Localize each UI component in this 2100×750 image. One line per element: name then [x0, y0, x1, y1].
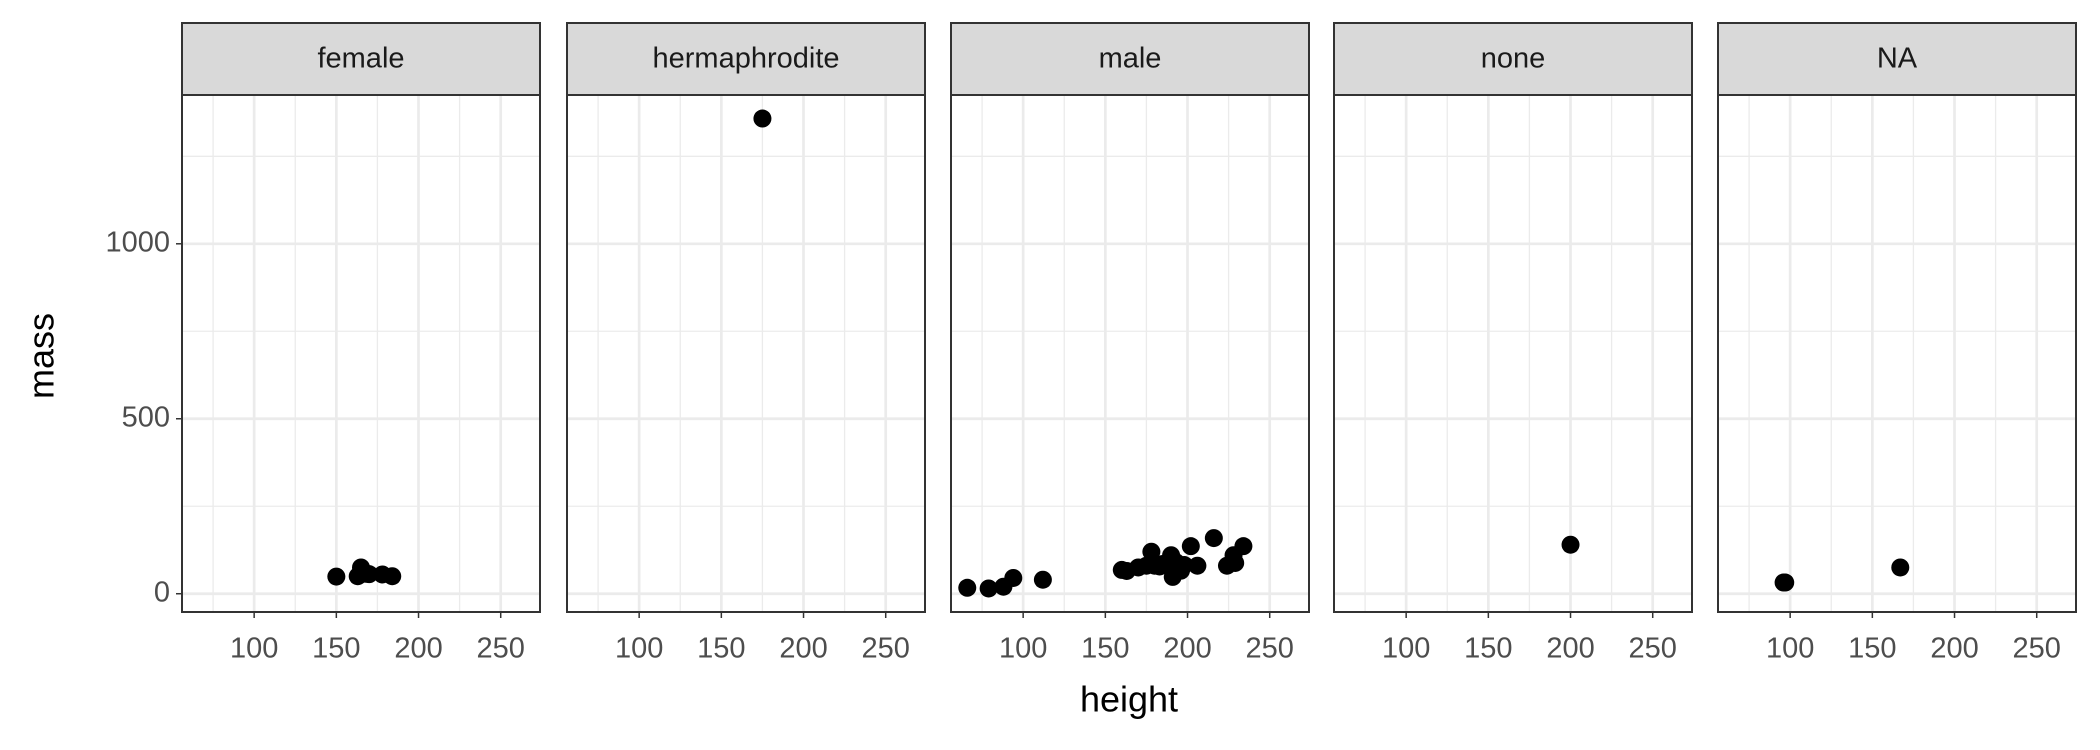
x-tick-label: 150	[312, 633, 360, 665]
x-tick-label: 100	[230, 633, 278, 665]
point	[383, 567, 402, 586]
point	[1033, 570, 1052, 589]
panel-background	[1718, 95, 2076, 612]
point	[1204, 529, 1223, 548]
x-tick-label: 150	[1464, 633, 1512, 665]
y-tick-label: 500	[122, 401, 170, 433]
point	[356, 564, 375, 583]
x-tick-label: 250	[1246, 633, 1294, 665]
point	[1226, 553, 1245, 572]
strip	[1717, 22, 2077, 96]
point	[1004, 568, 1023, 587]
y-axis-title: mass	[21, 313, 62, 399]
strip-label: hermaphrodite	[653, 43, 840, 75]
x-tick-label: 200	[1930, 633, 1978, 665]
x-tick-label: 100	[999, 633, 1047, 665]
point	[1175, 556, 1194, 575]
x-tick-label: 250	[862, 633, 910, 665]
strip	[566, 22, 926, 96]
point	[753, 109, 772, 128]
strip-label: none	[1481, 43, 1546, 75]
strip-label: NA	[1877, 43, 1918, 75]
point	[958, 578, 977, 597]
x-axis-title: height	[1080, 679, 1178, 720]
strip	[950, 22, 1310, 96]
x-tick-label: 200	[779, 633, 827, 665]
point	[1234, 537, 1253, 556]
point	[1181, 537, 1200, 556]
point	[1142, 542, 1161, 561]
point	[1561, 535, 1580, 554]
panel-background	[951, 95, 1309, 612]
point	[327, 567, 346, 586]
strip-label: female	[317, 43, 404, 75]
x-tick-label: 250	[2013, 633, 2061, 665]
x-tick-label: 100	[1382, 633, 1430, 665]
x-tick-label: 100	[1766, 633, 1814, 665]
y-tick-label: 0	[154, 576, 170, 608]
point	[1891, 558, 1910, 577]
panel-background	[1334, 95, 1692, 612]
x-tick-label: 100	[615, 633, 663, 665]
x-tick-label: 150	[1848, 633, 1896, 665]
x-tick-label: 150	[1081, 633, 1129, 665]
panel-background	[567, 95, 925, 612]
strip	[181, 22, 541, 96]
x-tick-label: 250	[477, 633, 525, 665]
x-tick-label: 250	[1629, 633, 1677, 665]
x-tick-label: 200	[1163, 633, 1211, 665]
y-tick-label: 1000	[105, 226, 170, 258]
point	[1776, 573, 1795, 592]
strip	[1333, 22, 1693, 96]
strip-label: male	[1099, 43, 1162, 75]
point	[1188, 556, 1207, 575]
point	[979, 579, 998, 598]
panel-background	[182, 95, 540, 612]
x-tick-label: 200	[394, 633, 442, 665]
x-tick-label: 200	[1546, 633, 1594, 665]
x-tick-label: 150	[697, 633, 745, 665]
